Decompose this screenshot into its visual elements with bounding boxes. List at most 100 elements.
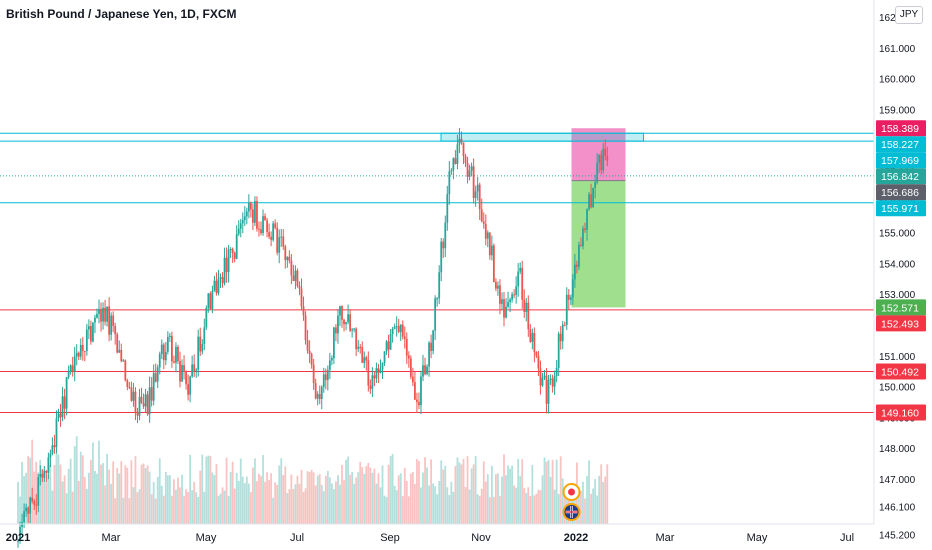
volume-bar	[171, 495, 173, 524]
horizontal-levels[interactable]	[0, 132, 874, 413]
volume-bar	[69, 458, 72, 524]
candle-body	[100, 309, 102, 322]
candle-body	[555, 367, 558, 377]
candle-body	[276, 227, 279, 253]
event-icons[interactable]	[562, 483, 581, 521]
volume-bar	[316, 475, 319, 524]
candle-body	[588, 194, 590, 210]
candle-body	[557, 333, 560, 368]
volume-bar	[371, 472, 374, 524]
uk-flag-icon[interactable]	[562, 503, 581, 521]
volume-bar	[284, 466, 287, 524]
candle-body	[146, 394, 149, 415]
take-profit-zone[interactable]	[571, 180, 626, 308]
candle-body	[270, 236, 273, 240]
volume-bar	[379, 487, 382, 524]
stop-loss-zone[interactable]	[571, 128, 626, 181]
volume-bar	[422, 472, 424, 524]
candle-body	[256, 201, 258, 229]
candle-body	[600, 154, 603, 171]
x-tick-label: 2022	[564, 532, 588, 544]
currency-button[interactable]: JPY	[895, 6, 923, 24]
volume-bar	[276, 484, 279, 524]
news-flag-icon[interactable]	[562, 483, 581, 501]
candle-body	[428, 342, 430, 367]
candle-body	[592, 187, 594, 208]
volume-bar	[300, 469, 303, 524]
svg-text:156.842: 156.842	[881, 171, 919, 183]
volume-bar	[458, 462, 461, 524]
candle-body	[567, 294, 570, 300]
volume-bar	[596, 495, 599, 524]
volume-bar	[126, 467, 129, 524]
volume-bar	[144, 468, 147, 524]
candle-body	[333, 327, 335, 359]
time-axis[interactable]: 2021 Mar May Jul Sep Nov 2022 Mar May Jul	[6, 532, 854, 544]
candle-body	[282, 236, 285, 247]
y-tick-label: 146.100	[879, 503, 916, 514]
candle-body	[284, 246, 287, 261]
volume-bar	[409, 473, 412, 524]
volume-bar	[298, 483, 301, 524]
price-badge-157.969: 157.969	[876, 152, 926, 169]
volume-bar	[254, 458, 256, 524]
volume-bar	[582, 481, 584, 524]
candle-body	[507, 302, 509, 307]
volume-bar	[529, 496, 532, 524]
candle-body	[511, 294, 513, 300]
volume-bar	[183, 496, 185, 524]
candle-body	[148, 387, 151, 415]
candle-body	[43, 470, 46, 478]
volume-bar	[227, 495, 230, 524]
candle-body	[215, 280, 218, 294]
candle-body	[189, 376, 192, 395]
candle-body	[379, 369, 382, 373]
volume-bar	[118, 473, 121, 524]
candle-body	[195, 369, 198, 371]
volume-bar	[375, 483, 378, 524]
candle-body	[395, 326, 398, 328]
volume-bar	[484, 481, 487, 524]
candle-body	[578, 244, 580, 267]
candle-body	[440, 241, 443, 273]
candle-body	[580, 244, 582, 247]
volume-bar	[539, 490, 542, 524]
resistance-zone[interactable]	[440, 132, 644, 142]
candle-body	[290, 260, 293, 276]
volume-bar	[249, 492, 252, 524]
candle-body	[179, 361, 181, 382]
volume-bar	[326, 470, 329, 524]
price-axis[interactable]: 162.000161.000160.000159.000158.000157.0…	[879, 13, 916, 541]
candle-body	[371, 375, 374, 389]
candle-body	[300, 288, 303, 307]
candle-body	[104, 307, 106, 322]
volume-bar	[177, 477, 179, 524]
volume-bar	[130, 460, 133, 524]
svg-text:158.389: 158.389	[881, 123, 919, 135]
candle-body	[65, 377, 68, 409]
candle-body	[569, 297, 572, 300]
price-badge-156.842: 156.842	[876, 168, 926, 185]
candle-body	[203, 327, 206, 344]
candle-body	[19, 526, 21, 541]
candle-body	[23, 511, 25, 522]
candle-body	[385, 341, 388, 352]
volume-bar	[292, 489, 295, 524]
volume-bar	[535, 493, 538, 524]
volume-bar	[120, 461, 123, 524]
volume-bar	[57, 454, 60, 524]
candle-body	[136, 411, 139, 416]
candle-body	[529, 329, 532, 342]
volume-bar	[23, 476, 25, 524]
x-tick-label: Jul	[290, 532, 304, 544]
volume-bar	[416, 459, 418, 524]
candle-body	[308, 350, 311, 354]
volume-bar	[282, 475, 285, 524]
candle-body	[197, 336, 200, 370]
x-tick-label: Nov	[471, 532, 491, 544]
candle-body	[357, 346, 360, 350]
volume-bar	[434, 486, 437, 524]
candle-body	[347, 314, 349, 322]
candle-body	[221, 277, 224, 284]
